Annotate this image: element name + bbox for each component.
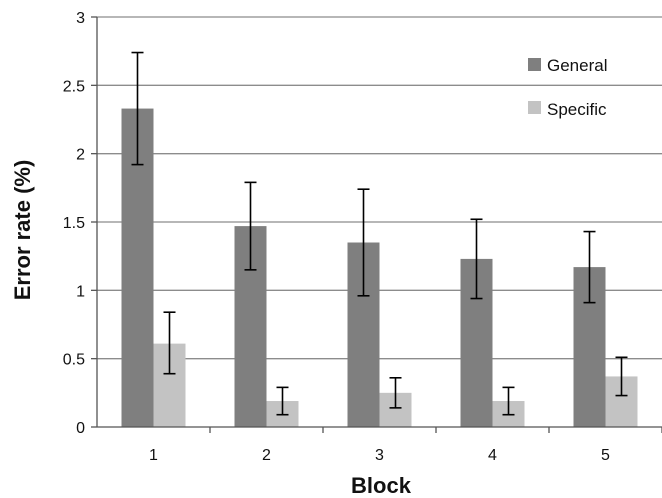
gridlines (97, 16, 662, 360)
legend-label-specific: Specific (547, 100, 607, 119)
axes (91, 16, 662, 433)
error-bar-specific-5 (615, 356, 628, 397)
error-bar-specific-3 (389, 376, 402, 409)
y-tick-label-0: 0 (76, 420, 85, 437)
error-bar-specific-2 (276, 386, 289, 416)
legend-swatch-specific (528, 101, 541, 114)
error-bar-specific-1 (163, 311, 176, 375)
tick-labels: 0 0.5 1 1.5 2 2.5 3 1 2 3 4 5 (63, 10, 610, 464)
error-bar-general-2 (244, 181, 257, 271)
y-tick-label-1: 0.5 (63, 352, 85, 369)
error-bars (131, 51, 628, 416)
error-bar-general-3 (357, 188, 370, 297)
x-tick-label-5: 5 (601, 447, 610, 464)
x-tick-label-2: 2 (262, 447, 271, 464)
x-tick-label-3: 3 (375, 447, 384, 464)
x-tick-label-4: 4 (488, 447, 497, 464)
legend: General Specific (528, 56, 607, 119)
error-bar-specific-4 (502, 386, 515, 416)
error-bar-general-5 (583, 230, 596, 304)
x-axis-title: Block (351, 473, 412, 498)
x-tick-label-1: 1 (149, 447, 158, 464)
error-bar-general-1 (131, 51, 144, 166)
y-tick-label-5: 2.5 (63, 78, 85, 95)
y-tick-label-6: 3 (76, 10, 85, 27)
error-bar-general-4 (470, 218, 483, 300)
legend-label-general: General (547, 56, 607, 75)
y-tick-label-4: 2 (76, 147, 85, 164)
legend-swatch-general (528, 58, 541, 71)
y-tick-label-3: 1.5 (63, 215, 85, 232)
bars (121, 108, 638, 428)
y-tick-label-2: 1 (76, 283, 85, 300)
y-axis-title: Error rate (%) (10, 160, 35, 301)
